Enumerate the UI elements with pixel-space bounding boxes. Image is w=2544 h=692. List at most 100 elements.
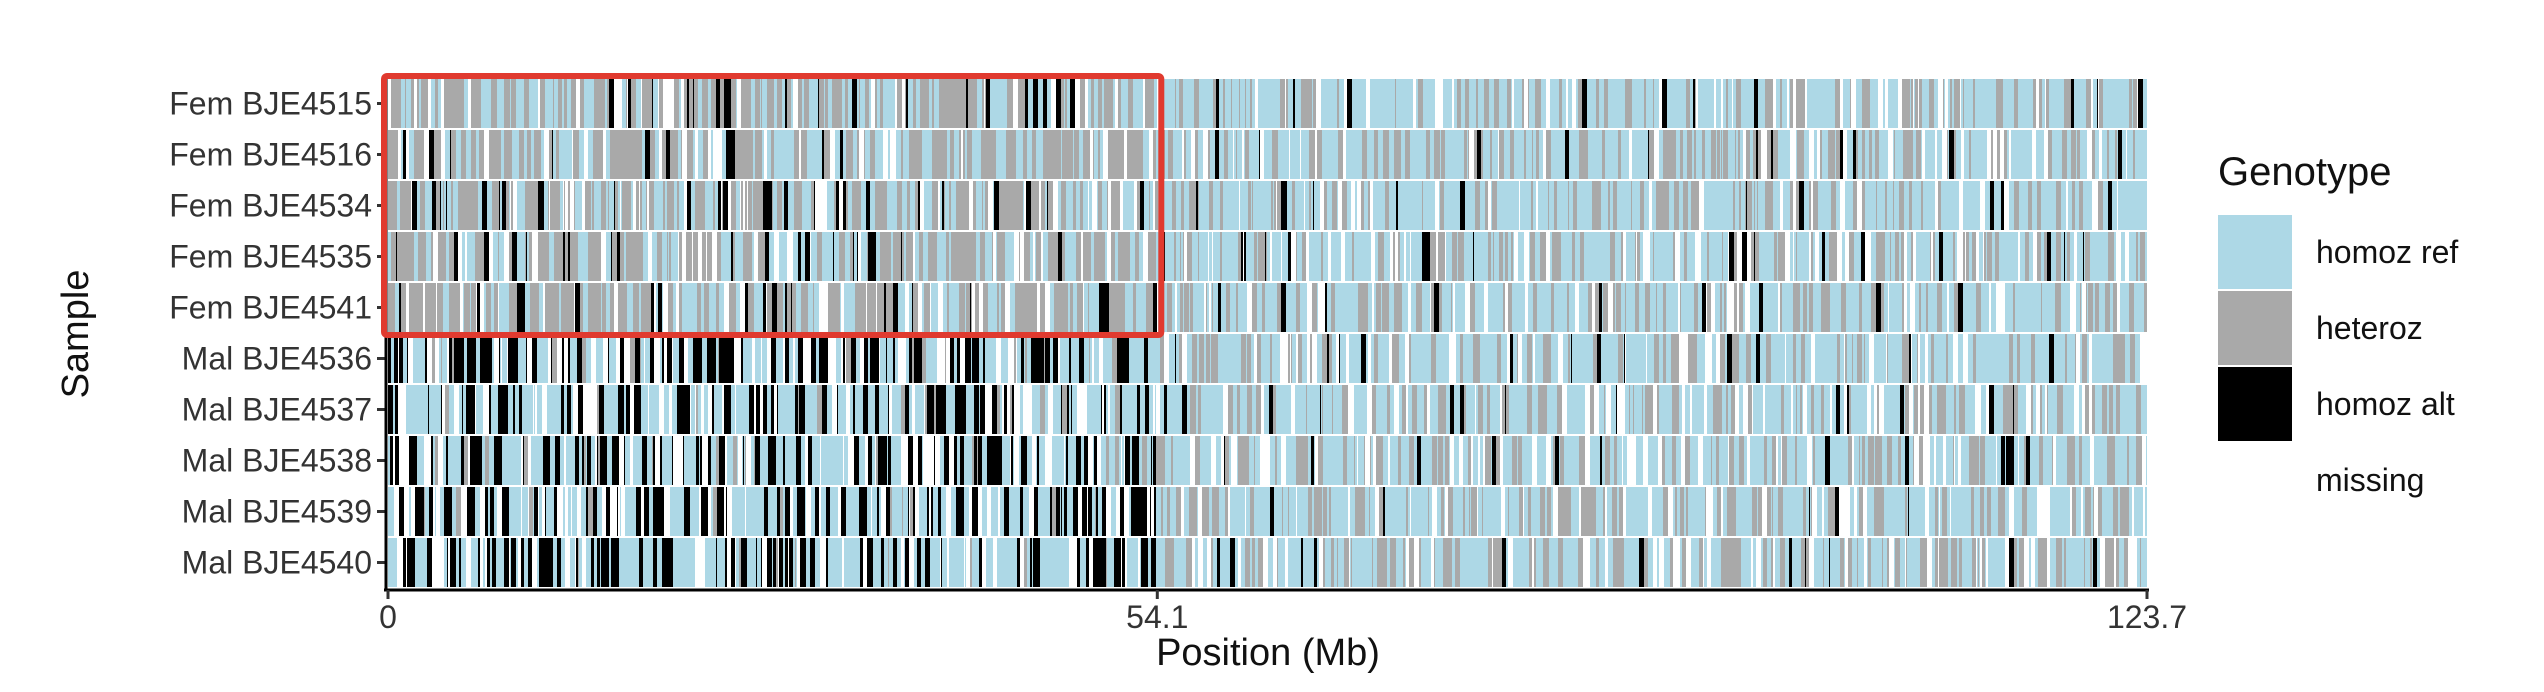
genotype-cell	[729, 283, 731, 332]
genotype-cell	[1393, 181, 1396, 230]
genotype-cell	[1409, 538, 1414, 587]
genotype-cell	[1545, 487, 1547, 536]
genotype-cell	[1774, 385, 1777, 434]
genotype-cell	[1101, 436, 1104, 485]
genotype-cell	[2128, 385, 2133, 434]
genotype-cell	[1626, 232, 1628, 281]
genotype-cell	[739, 538, 741, 587]
genotype-cell	[1856, 130, 1858, 179]
genotype-cell	[870, 385, 875, 434]
genotype-cell	[531, 385, 533, 434]
genotype-cell	[622, 79, 626, 128]
genotype-cell	[1257, 232, 1258, 281]
genotype-cell	[622, 130, 626, 179]
genotype-cell	[1415, 334, 1419, 383]
genotype-cell	[955, 283, 959, 332]
genotype-cell	[2048, 436, 2049, 485]
genotype-cell	[615, 181, 618, 230]
genotype-cell	[2068, 538, 2072, 587]
genotype-cell	[1723, 385, 1726, 434]
genotype-cell	[1579, 334, 1581, 383]
genotype-cell	[527, 487, 528, 536]
genotype-cell	[1384, 232, 1388, 281]
genotype-cell	[1224, 436, 1225, 485]
genotype-cell	[789, 538, 793, 587]
genotype-cell	[1612, 334, 1617, 383]
genotype-cell	[516, 436, 521, 485]
genotype-cell	[1956, 487, 1961, 536]
genotype-cell	[1910, 538, 1915, 587]
genotype-cell	[1507, 181, 1509, 230]
genotype-cell	[1649, 79, 1653, 128]
genotype-cell	[1952, 181, 1955, 230]
genotype-cell	[1978, 487, 1980, 536]
genotype-cell	[1470, 487, 1471, 536]
genotype-cell	[700, 181, 705, 230]
genotype-cell	[1000, 487, 1004, 536]
genotype-cell	[735, 79, 736, 128]
genotype-cell	[1027, 538, 1030, 587]
genotype-cell	[1145, 334, 1148, 383]
genotype-cell	[1859, 79, 1862, 128]
genotype-cell	[498, 232, 499, 281]
genotype-cell	[883, 79, 887, 128]
genotype-cell	[1947, 130, 1948, 179]
genotype-cell	[1881, 334, 1886, 383]
genotype-cell	[1600, 436, 1602, 485]
genotype-cell	[843, 385, 846, 434]
genotype-cell	[1484, 79, 1489, 128]
genotype-cell	[736, 79, 737, 128]
genotype-cell	[1011, 130, 1016, 179]
genotype-cell	[972, 334, 975, 383]
genotype-cell	[597, 385, 599, 434]
genotype-cell	[1306, 385, 1307, 434]
genotype-cell	[1463, 232, 1464, 281]
genotype-cell	[1954, 385, 1956, 434]
genotype-cell	[994, 181, 999, 230]
genotype-cell	[449, 334, 452, 383]
genotype-cell	[510, 79, 511, 128]
genotype-cell	[1333, 232, 1337, 281]
genotype-cell	[967, 130, 972, 179]
genotype-cell	[1226, 334, 1231, 383]
genotype-cell	[418, 385, 423, 434]
genotype-cell	[933, 232, 937, 281]
genotype-cell	[1137, 487, 1142, 536]
genotype-cell	[879, 385, 883, 434]
genotype-cell	[895, 334, 898, 383]
genotype-cell	[1480, 334, 1484, 383]
genotype-cell	[1957, 538, 1958, 587]
genotype-cell	[988, 130, 992, 179]
genotype-cell	[1328, 538, 1331, 587]
genotype-cell	[1853, 181, 1857, 230]
genotype-cell	[1448, 79, 1452, 128]
genotype-cell	[1067, 385, 1069, 434]
genotype-cell	[1193, 181, 1196, 230]
genotype-cell	[1452, 181, 1457, 230]
genotype-cell	[574, 181, 575, 230]
genotype-cell	[1711, 385, 1713, 434]
genotype-cell	[1588, 283, 1592, 332]
genotype-cell	[1754, 181, 1755, 230]
genotype-cell	[769, 232, 774, 281]
genotype-cell	[1524, 538, 1529, 587]
genotype-cell	[941, 130, 944, 179]
genotype-cell	[1314, 232, 1317, 281]
genotype-cell	[1696, 334, 1697, 383]
genotype-cell	[2013, 283, 2015, 332]
genotype-cell	[597, 436, 598, 485]
genotype-cell	[1559, 436, 1560, 485]
genotype-cell	[1871, 283, 1876, 332]
genotype-cell	[1509, 487, 1514, 536]
genotype-cell	[1190, 334, 1192, 383]
genotype-cell	[1162, 538, 1165, 587]
genotype-cell	[1322, 487, 1323, 536]
genotype-cell	[1475, 283, 1480, 332]
genotype-cell	[646, 79, 649, 128]
genotype-cell	[1976, 130, 1978, 179]
genotype-cell	[1223, 79, 1225, 128]
genotype-cell	[967, 385, 971, 434]
genotype-cell	[1753, 538, 1754, 587]
genotype-cell	[1656, 283, 1657, 332]
genotype-cell	[499, 283, 504, 332]
